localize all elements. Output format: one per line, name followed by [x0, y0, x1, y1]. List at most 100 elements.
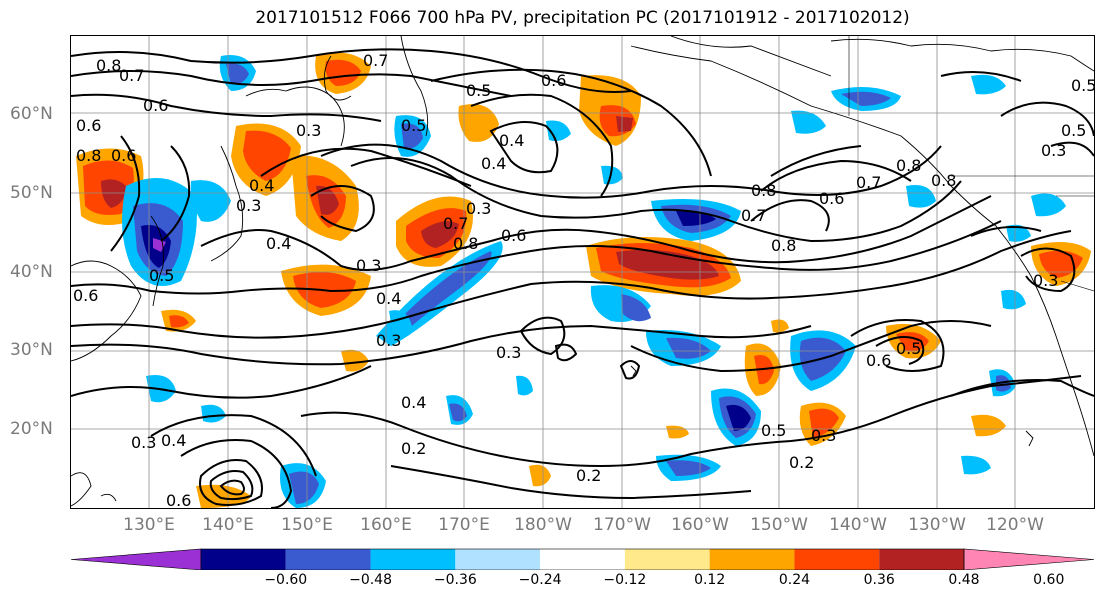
contour-label: 0.2: [789, 453, 814, 472]
colorbar-tick-label: 0.36: [863, 572, 895, 588]
contour-label: 0.4: [401, 393, 426, 412]
contour-label: 0.6: [73, 286, 98, 305]
precip-blob: [421, 221, 459, 248]
precip-blob: [341, 349, 369, 372]
precip-blob: [529, 464, 551, 487]
colorbar-extend-low: [70, 548, 202, 570]
contour-label: 0.3: [1041, 141, 1066, 160]
colorbar-cell: [285, 549, 371, 570]
colorbar-tick-label: 0.24: [778, 572, 811, 588]
colorbar-cell: [709, 549, 795, 570]
contour-labels: 0.8 0.7 0.6 0.7 0.5 0.6 0.4 0.4 0.3 0.6 …: [73, 51, 1094, 508]
lat-label: 60°N: [10, 104, 53, 124]
contour-label: 0.7: [856, 173, 881, 192]
colorbar-cell: [794, 549, 880, 570]
contour-label: 0.2: [401, 439, 426, 458]
lon-label: 160°W: [671, 515, 729, 535]
contour-label: 0.4: [481, 154, 506, 173]
contour-label: 0.7: [741, 206, 766, 225]
precip-blob: [616, 116, 633, 132]
precip-blob: [449, 403, 467, 422]
lon-label: 150°E: [281, 515, 333, 535]
precip-blob: [601, 165, 623, 185]
precip-blob: [243, 130, 291, 181]
contour-label: 0.5: [1071, 76, 1094, 95]
contour-label: 0.3: [356, 256, 381, 275]
lon-label: 130°W: [908, 515, 966, 535]
colorbar-cell: [879, 549, 964, 570]
contour-label: 0.8: [896, 156, 921, 175]
precip-blob: [809, 408, 839, 438]
contour-label: 0.6: [111, 146, 136, 165]
precip-blob: [516, 375, 533, 396]
precip-blob: [325, 59, 361, 86]
precip-blob: [996, 375, 1011, 392]
precip-blob: [546, 120, 571, 142]
contour-label: 0.5: [401, 116, 426, 135]
contour-label: 0.3: [236, 196, 261, 215]
contour-label: 0.6: [76, 116, 101, 135]
contour-label: 0.5: [896, 339, 921, 358]
precip-blob: [201, 404, 226, 423]
colorbar-tick-label: 0.12: [694, 572, 726, 588]
contour-label: 0.5: [149, 266, 174, 285]
colorbar-cells: [70, 548, 1095, 570]
colorbar-tick-label: −0.24: [518, 572, 562, 588]
contour-label: 0.5: [1061, 121, 1086, 140]
contour-label: 0.8: [771, 236, 796, 255]
lon-label: 180°W: [514, 515, 572, 535]
contour-label: 0.3: [131, 433, 156, 452]
contour-label: 0.3: [376, 331, 401, 350]
contour-label: 0.4: [376, 289, 401, 308]
colorbar-cell: [624, 549, 710, 570]
precip-blob: [226, 63, 249, 85]
colorbar-tick-label: −0.12: [603, 572, 647, 588]
precip-blob: [458, 104, 499, 142]
precip-blob: [906, 185, 936, 208]
borders: [848, 36, 1094, 292]
colorbar-tick-label: 0.60: [1033, 572, 1065, 588]
contour-label: 0.4: [249, 176, 274, 195]
contour-label: 0.7: [443, 214, 468, 233]
contour-label: 0.3: [496, 343, 521, 362]
precip-blob: [1001, 289, 1026, 310]
colorbar-tick-label: −0.60: [264, 572, 308, 588]
contour-label: 0.3: [811, 426, 836, 445]
lon-label: 140°W: [829, 515, 887, 535]
contour-label: 0.4: [499, 131, 524, 150]
lon-label: 160°E: [360, 515, 412, 535]
map-title: 2017101512 F066 700 hPa PV, precipitatio…: [255, 8, 910, 28]
colorbar-tick-label: 0.48: [948, 572, 980, 588]
contour-label: 0.3: [1033, 271, 1058, 290]
colorbar-cell: [455, 549, 541, 570]
contour-label: 0.6: [866, 351, 891, 370]
contour-label: 0.6: [819, 189, 844, 208]
colorbar-extend-high: [963, 548, 1095, 570]
precip-blob: [196, 484, 251, 508]
contour-label: 0.8: [453, 234, 478, 253]
lon-label: 140°E: [202, 515, 254, 535]
contour-label: 0.4: [266, 234, 291, 253]
lon-label: 170°W: [593, 515, 651, 535]
precip-blob: [621, 294, 651, 322]
precip-blob: [841, 91, 891, 106]
contour-label: 0.6: [143, 96, 168, 115]
precip-blob: [971, 74, 1006, 95]
contour-label: 0.8: [76, 146, 101, 165]
contour-label: 0.3: [466, 199, 491, 218]
colorbar-outline: [200, 548, 965, 570]
precip-blob: [791, 110, 826, 134]
precip-blob: [1006, 224, 1031, 242]
colorbar-cell: [370, 549, 456, 570]
pv-contours: [71, 48, 1094, 508]
precip-blob: [726, 404, 751, 431]
lat-label: 20°N: [10, 419, 53, 439]
contour-label: 0.6: [541, 71, 566, 90]
precip-blob: [401, 123, 423, 149]
contour-label: 0.3: [296, 121, 321, 140]
lon-label: 170°E: [438, 515, 490, 535]
precip-blob: [666, 425, 689, 439]
contour-label: 0.2: [576, 466, 601, 485]
precip-blob: [289, 471, 319, 504]
contour-label: 0.4: [161, 431, 186, 450]
